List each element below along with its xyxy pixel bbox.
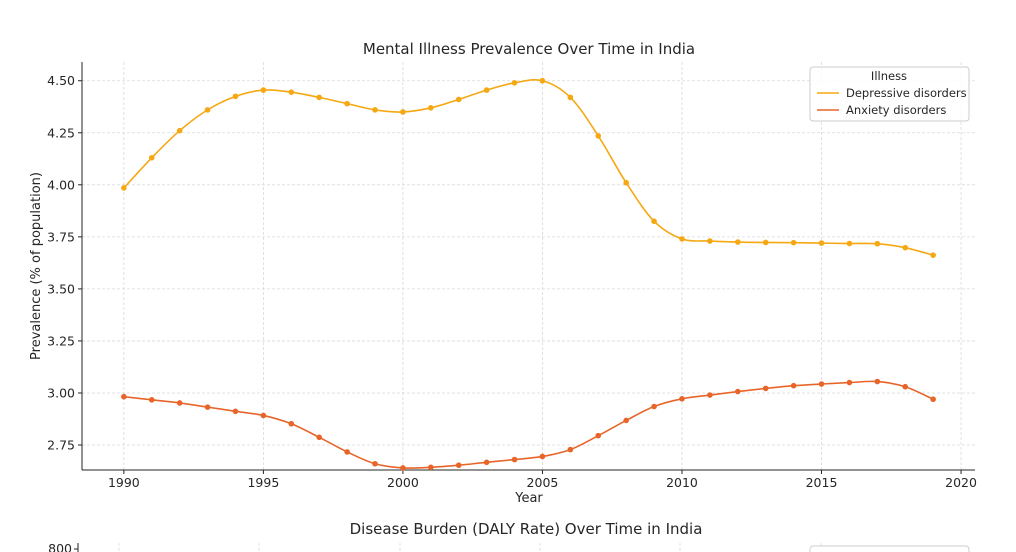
data-point-anxiety — [762, 385, 769, 392]
data-point-depressive — [902, 244, 909, 251]
data-point-depressive — [483, 87, 490, 93]
data-point-anxiety — [288, 420, 295, 427]
data-point-depressive — [148, 154, 155, 161]
data-point-depressive — [511, 80, 518, 86]
data-point-depressive — [567, 94, 574, 101]
data-point-depressive — [734, 239, 741, 245]
x-tick-label: 2000 — [387, 475, 419, 490]
data-point-anxiety — [316, 434, 323, 441]
data-point-anxiety — [428, 464, 434, 471]
y-tick-label: 3.25 — [47, 333, 75, 348]
y-tick-label: 4.00 — [47, 177, 75, 192]
data-point-depressive — [595, 133, 602, 139]
data-point-anxiety — [539, 453, 546, 460]
x-tick-label: 2010 — [666, 475, 698, 490]
y-tick-label: 4.25 — [47, 125, 75, 140]
data-point-anxiety — [623, 417, 629, 424]
data-point-depressive — [790, 239, 797, 246]
data-point-anxiety — [818, 381, 825, 387]
data-point-depressive — [232, 93, 239, 100]
data-point-depressive — [818, 240, 825, 246]
data-point-anxiety — [707, 392, 713, 398]
legend-title: Illness — [871, 69, 907, 83]
data-point-anxiety — [511, 456, 518, 463]
grid-lines — [82, 62, 975, 470]
data-point-depressive — [204, 107, 211, 113]
chart-title: Mental Illness Prevalence Over Time in I… — [363, 40, 695, 58]
data-point-depressive — [176, 127, 183, 134]
y-tick-label: 3.75 — [47, 229, 75, 244]
data-point-depressive — [288, 89, 295, 95]
legend-box — [809, 545, 970, 552]
data-point-anxiety — [930, 396, 936, 403]
data-point-anxiety — [734, 388, 741, 395]
chart-title: Disease Burden (DALY Rate) Over Time in … — [350, 520, 703, 538]
data-point-anxiety — [176, 400, 183, 406]
data-point-depressive — [679, 236, 685, 242]
data-point-depressive — [930, 252, 936, 258]
y-tick-label: 3.50 — [47, 281, 75, 296]
data-point-anxiety — [483, 459, 490, 466]
x-tick-label: 2020 — [945, 475, 977, 490]
y-tick-label: 800 — [48, 541, 72, 552]
data-point-depressive — [651, 218, 657, 225]
y-tick-label: 2.75 — [47, 438, 75, 453]
data-point-depressive — [428, 104, 434, 111]
prevalence-chart: Mental Illness Prevalence Over Time in I… — [29, 40, 977, 506]
data-point-depressive — [874, 240, 881, 247]
data-point-depressive — [539, 77, 546, 84]
data-point-depressive — [455, 96, 462, 103]
data-point-depressive — [707, 238, 713, 244]
data-point-anxiety — [260, 412, 267, 419]
data-point-depressive — [121, 185, 127, 191]
y-ticks: 2.75 3.00 3.25 3.50 3.75 4.00 4.25 4.50 — [47, 73, 82, 453]
data-point-depressive — [762, 239, 769, 246]
x-tick-label: 1990 — [108, 475, 140, 490]
data-point-anxiety — [651, 403, 657, 410]
data-point-anxiety — [400, 465, 406, 471]
y-tick-label: 3.00 — [47, 385, 75, 400]
data-point-anxiety — [567, 446, 574, 453]
x-tick-label: 1995 — [247, 475, 279, 490]
data-point-anxiety — [148, 397, 155, 403]
y-tick-label: 4.50 — [47, 73, 75, 88]
data-point-anxiety — [121, 393, 127, 400]
legend-box — [809, 66, 970, 122]
data-point-anxiety — [344, 449, 350, 455]
data-point-anxiety — [232, 408, 239, 415]
data-point-depressive — [316, 94, 323, 101]
series-line-anxiety — [123, 380, 934, 469]
data-point-anxiety — [679, 396, 685, 402]
x-tick-label: 2005 — [527, 475, 559, 490]
data-point-anxiety — [204, 404, 211, 410]
x-axis-label: Year — [514, 491, 543, 506]
daly-chart: Disease Burden (DALY Rate) Over Time in … — [48, 520, 970, 552]
data-point-depressive — [846, 240, 853, 247]
data-point-anxiety — [874, 378, 881, 385]
data-point-depressive — [260, 87, 267, 93]
x-ticks: 1990 1995 2000 2005 2010 2015 2020 — [108, 470, 977, 490]
data-point-anxiety — [455, 462, 462, 469]
legend: Illness Depressive disorders Anxiety dis… — [809, 66, 970, 122]
series-group — [121, 77, 936, 471]
data-point-anxiety — [846, 379, 853, 386]
data-point-anxiety — [372, 460, 378, 467]
data-point-depressive — [372, 107, 378, 113]
y-axis-label: Prevalence (% of population) — [29, 172, 44, 360]
data-point-depressive — [400, 109, 406, 115]
legend-label-depressive: Depressive disorders — [846, 86, 967, 100]
data-point-anxiety — [595, 432, 602, 439]
data-point-anxiety — [790, 382, 797, 389]
x-tick-label: 2015 — [806, 475, 838, 490]
data-point-anxiety — [902, 383, 909, 390]
legend-label-anxiety: Anxiety disorders — [846, 103, 946, 117]
data-point-depressive — [623, 179, 629, 186]
data-point-depressive — [344, 100, 350, 107]
